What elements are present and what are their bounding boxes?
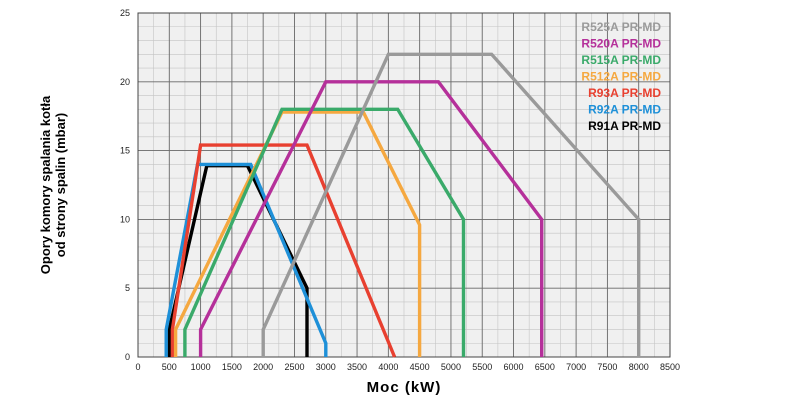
- legend-entry-r92a: R92A PR-MD: [588, 103, 661, 117]
- x-tick-label: 500: [162, 362, 177, 372]
- legend: R525A PR-MD R520A PR-MD R515A PR-MD R512A P…: [581, 20, 661, 133]
- series-line-r512a: [173, 110, 422, 357]
- x-tick-label: 0: [135, 362, 140, 372]
- x-tick-label: 6000: [504, 362, 524, 372]
- legend-entry-r520a: R520A PR-MD: [581, 37, 661, 51]
- y-axis-label: Opory komory spalania kotła od strony sp…: [38, 95, 68, 274]
- y-axis-label-line-1: Opory komory spalania kotła: [38, 95, 53, 274]
- y-axis-label-line-2: od strony spalin (mbar): [53, 113, 68, 257]
- y-tick-label: 20: [120, 77, 130, 87]
- series-line-r93a: [170, 143, 397, 358]
- x-axis-label: Moc (kW): [367, 379, 442, 396]
- x-tick-label: 3000: [316, 362, 336, 372]
- x-tick-label: 5000: [441, 362, 461, 372]
- x-tick-label: 8000: [629, 362, 649, 372]
- y-tick-label: 25: [120, 8, 130, 18]
- x-tick-labels: 0 500 1000 1500 2000 2500 3000 3500 4000 4500 5000…: [135, 362, 680, 372]
- series-layer: [164, 52, 641, 358]
- series-line-r92a: [164, 162, 328, 357]
- series-line-r520a: [198, 80, 544, 357]
- x-tick-label: 7500: [597, 362, 617, 372]
- y-tick-label: 10: [120, 214, 130, 224]
- x-tick-label: 3500: [347, 362, 367, 372]
- x-tick-label: 1000: [191, 362, 211, 372]
- legend-entry-r525a: R525A PR-MD: [581, 20, 661, 34]
- x-tick-label: 1500: [222, 362, 242, 372]
- y-tick-label: 15: [120, 146, 130, 156]
- plot-frame: [137, 12, 671, 358]
- series-line-r515a: [183, 107, 466, 357]
- legend-entry-r512a: R512A PR-MD: [581, 70, 661, 84]
- x-tick-label: 2000: [253, 362, 273, 372]
- x-tick-label: 4000: [378, 362, 398, 372]
- y-tick-label: 0: [125, 352, 130, 362]
- x-tick-label: 4500: [410, 362, 430, 372]
- x-tick-label: 5500: [472, 362, 492, 372]
- y-tick-label: 5: [125, 283, 130, 293]
- legend-entry-r91a: R91A PR-MD: [588, 119, 661, 133]
- x-tick-label: 2500: [284, 362, 304, 372]
- x-tick-label: 6500: [535, 362, 555, 372]
- legend-entry-r93a: R93A PR-MD: [588, 86, 661, 100]
- legend-entry-r515a: R515A PR-MD: [581, 53, 661, 67]
- y-tick-labels: 0 5 10 15 20 25: [120, 8, 130, 362]
- x-tick-label: 8500: [660, 362, 680, 372]
- x-tick-label: 7000: [566, 362, 586, 372]
- series-line-r525a: [261, 52, 641, 357]
